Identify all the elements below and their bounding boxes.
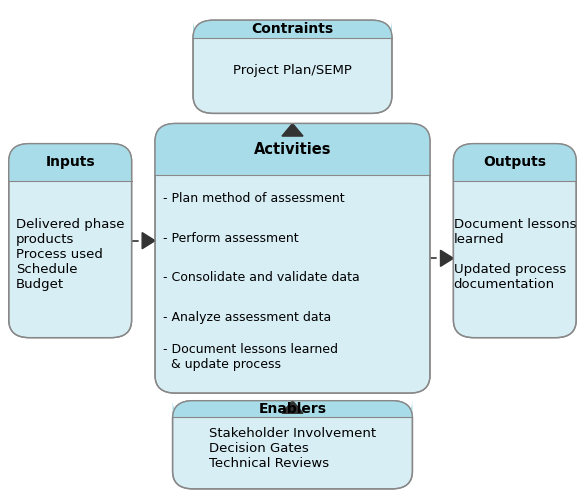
Bar — [453, 162, 576, 180]
Text: Outputs: Outputs — [483, 155, 546, 169]
Bar — [193, 29, 392, 38]
Polygon shape — [441, 250, 453, 266]
Bar — [9, 162, 132, 180]
FancyBboxPatch shape — [173, 401, 412, 489]
FancyBboxPatch shape — [453, 144, 576, 338]
FancyBboxPatch shape — [155, 123, 430, 393]
FancyBboxPatch shape — [453, 144, 576, 180]
Bar — [173, 409, 412, 417]
Text: Delivered phase
products
Process used
Schedule
Budget: Delivered phase products Process used Sc… — [16, 218, 125, 290]
Text: Project Plan/SEMP: Project Plan/SEMP — [233, 64, 352, 77]
Polygon shape — [142, 233, 155, 249]
Text: - Plan method of assessment: - Plan method of assessment — [163, 192, 344, 205]
FancyBboxPatch shape — [155, 123, 430, 175]
Text: - Perform assessment: - Perform assessment — [163, 232, 298, 245]
FancyBboxPatch shape — [9, 144, 132, 180]
FancyBboxPatch shape — [9, 144, 132, 338]
Text: Activities: Activities — [254, 142, 331, 157]
FancyBboxPatch shape — [193, 20, 392, 113]
Text: Document lessons
learned

Updated process
documentation: Document lessons learned Updated process… — [453, 218, 576, 290]
Text: Enablers: Enablers — [259, 402, 326, 416]
FancyBboxPatch shape — [173, 400, 412, 418]
Bar — [155, 149, 430, 175]
Polygon shape — [282, 123, 303, 136]
Text: Stakeholder Involvement
Decision Gates
Technical Reviews: Stakeholder Involvement Decision Gates T… — [209, 426, 376, 470]
Text: - Document lessons learned
  & update process: - Document lessons learned & update proc… — [163, 343, 338, 371]
Text: - Analyze assessment data: - Analyze assessment data — [163, 311, 331, 324]
Polygon shape — [282, 401, 303, 413]
FancyBboxPatch shape — [193, 20, 392, 38]
Text: - Consolidate and validate data: - Consolidate and validate data — [163, 272, 359, 284]
Text: Inputs: Inputs — [46, 155, 95, 169]
Text: Contraints: Contraints — [252, 22, 333, 36]
